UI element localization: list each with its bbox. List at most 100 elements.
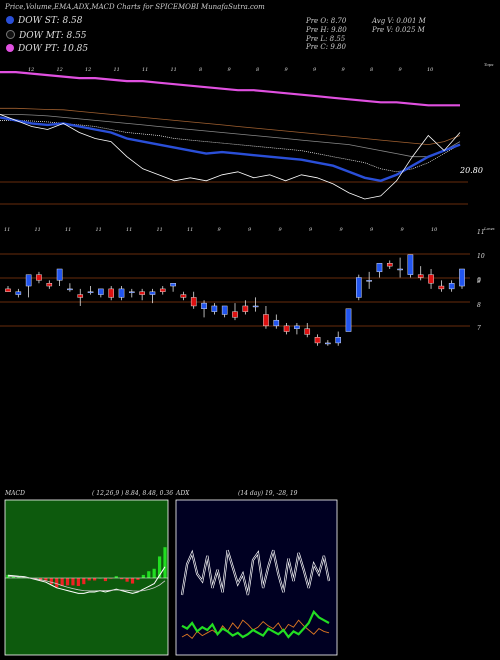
ema-series-line-0 [0, 71, 460, 107]
macd-hist-bar-22 [125, 578, 129, 582]
dow-st-bullet [6, 16, 14, 24]
candle-body-27 [283, 325, 290, 332]
candle-body-21 [221, 305, 228, 315]
candle-body-44 [459, 268, 465, 287]
price-top-tick-6: 11 [187, 227, 193, 233]
prev-close: Pre C: 9.80 [306, 43, 346, 51]
ema-top-tick-13: 9 [399, 67, 403, 73]
ema-top-tick-1: 12 [57, 67, 63, 73]
avg-volume: Avg V: 0.001 M [372, 17, 426, 25]
dow-mt-label: DOW MT: 8.55 [19, 31, 87, 41]
ema-top-tick-5: 11 [171, 67, 177, 73]
macd-background [4, 499, 169, 656]
candle-body-26 [273, 319, 280, 327]
candle-body-28 [294, 325, 300, 329]
candle-body-12 [129, 291, 135, 293]
candle-body-7 [77, 294, 84, 298]
prev-volume: Pre V: 0.025 M [372, 26, 425, 34]
candle-body-35 [366, 280, 372, 282]
macd-hist-bar-25 [141, 574, 145, 578]
macd-hist-bar-26 [147, 571, 151, 578]
ema-top-tick-6: 8 [199, 67, 202, 73]
ema-top-tick-3: 11 [114, 67, 120, 73]
macd-hist-bar-12 [71, 578, 75, 586]
price-top-tick-14: 10 [431, 227, 438, 233]
adx-title: ADX [175, 490, 190, 497]
candle-body-42 [438, 285, 445, 290]
chart-title: Price,Volume,EMA,ADX,MACD Charts for SPI… [5, 3, 265, 11]
prev-low: Pre L: 8.55 [306, 35, 346, 43]
dow-pt-legend: DOW PT: 10.85 [6, 44, 88, 54]
price-y-tick-4: 8 [477, 302, 481, 309]
macd-hist-bar-28 [157, 556, 162, 578]
price-top-tick-3: 11 [96, 227, 102, 233]
macd-hist-bar-18 [103, 578, 108, 582]
candle-body-8 [87, 291, 94, 293]
candle-body-38 [397, 268, 403, 271]
candle-body-4 [46, 283, 53, 287]
macd-hist-bar-10 [60, 578, 64, 587]
ema-top-tick-14: 10 [427, 67, 434, 73]
candle-body-37 [386, 263, 393, 267]
price-top-tick-0: 11 [4, 227, 10, 233]
macd-hist-bar-15 [87, 578, 91, 581]
candle-body-36 [376, 263, 383, 273]
macd-hist-bar-11 [65, 578, 70, 586]
candle-body-9 [98, 288, 104, 295]
candle-body-20 [211, 305, 218, 312]
candle-body-25 [263, 314, 269, 327]
macd-hist-bar-16 [93, 578, 97, 581]
ema-top-tick-4: 11 [142, 67, 148, 73]
macd-hist-bar-20 [114, 576, 118, 578]
macd-hist-bar-24 [136, 578, 140, 580]
macd-hist-bar-13 [76, 578, 80, 587]
ema-top-tick-8: 8 [256, 67, 259, 73]
price-top-tick-12: 9 [370, 227, 374, 233]
ema-series-line-4 [0, 116, 461, 183]
candle-body-19 [201, 302, 207, 310]
dow-st-label: DOW ST: 8.58 [18, 16, 83, 26]
candle-body-41 [428, 274, 434, 284]
price-y-tick-1: 10 [477, 253, 485, 260]
price-top-tick-4: 11 [126, 227, 132, 233]
macd-hist-bar-9 [55, 578, 59, 588]
ema-top-tick-11: 9 [342, 67, 346, 73]
price-top-tick-11: 9 [340, 227, 344, 233]
price-y-tick-5: 7 [477, 325, 481, 332]
adx-panel: ADX (14 day) 19, -28, 19 [175, 490, 338, 656]
macd-hist-bar-2 [17, 576, 21, 578]
candle-body-6 [67, 288, 73, 291]
price-top-tick-2: 11 [65, 227, 71, 233]
macd-hist-bar-8 [49, 578, 53, 585]
price-top-tick-13: 9 [401, 227, 405, 233]
ema-top-tick-0: 12 [28, 67, 34, 73]
ema-price-label: 20.80 [459, 166, 483, 175]
candle-body-14 [149, 291, 156, 295]
candle-body-33 [345, 308, 352, 332]
ema-tops-label: Tops [484, 62, 493, 67]
prev-high: Pre H: 9.80 [306, 26, 347, 34]
price-top-tick-7: 9 [218, 227, 222, 233]
price-top-tick-10: 9 [309, 227, 313, 233]
candle-body-43 [448, 283, 455, 290]
macd-hist-bar-7 [44, 578, 48, 582]
ema-top-tick-12: 8 [370, 67, 373, 73]
ema-series-line-3 [0, 120, 461, 173]
dow-st-legend: DOW ST: 8.58 [6, 16, 83, 26]
dow-pt-label: DOW PT: 10.85 [18, 44, 89, 54]
price-y-tick-0: 11 [477, 229, 485, 236]
adx-params: (14 day) 19, -28, 19 [238, 490, 298, 497]
candle-body-40 [417, 274, 424, 278]
price-top-tick-8: 9 [248, 227, 252, 233]
price-y-tick-3: 9 [477, 278, 481, 285]
candle-body-24 [252, 305, 259, 308]
ema-series-line-2 [0, 114, 461, 158]
ema-series-line-5 [0, 114, 461, 200]
macd-hist-bar-19 [109, 578, 113, 579]
macd-signal-line [8, 576, 166, 592]
candle-body-16 [170, 283, 176, 287]
dow-pt-bullet [6, 44, 14, 52]
candle-body-3 [36, 274, 42, 281]
